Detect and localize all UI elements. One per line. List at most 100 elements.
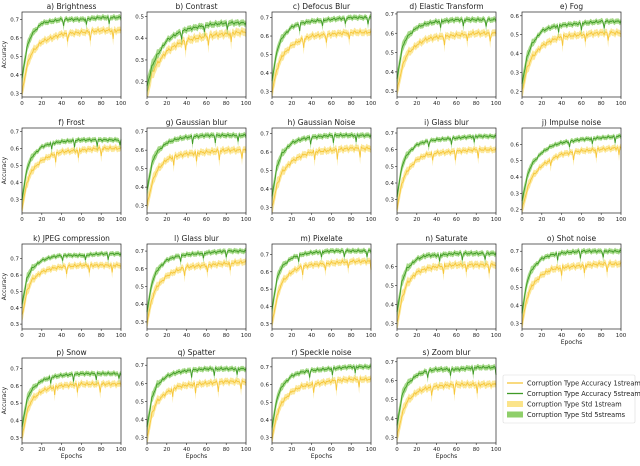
x-tick-label: 100 bbox=[116, 447, 127, 453]
y-tick-label: 0.3 bbox=[10, 322, 19, 328]
y-tick-label: 0.3 bbox=[260, 436, 269, 442]
y-tick-label: 0.3 bbox=[510, 191, 519, 197]
x-tick-label: 0 bbox=[520, 217, 524, 223]
series-1stream-std-band bbox=[522, 143, 621, 213]
series-1stream-std-band bbox=[397, 379, 496, 443]
x-tick-label: 0 bbox=[270, 447, 274, 453]
subplot-title: h) Gaussian Noise bbox=[288, 118, 356, 127]
x-tick-label: 20 bbox=[413, 333, 420, 339]
x-tick-label: 60 bbox=[453, 101, 460, 107]
x-tick-label: 60 bbox=[328, 217, 335, 223]
subplot-13: m) Pixelate 0.3 0.4 0.5 0.6 0.7 0 20 40 60 80 100 bbox=[260, 234, 376, 339]
y-tick-label: 0.7 bbox=[385, 12, 394, 18]
x-tick-label: 40 bbox=[58, 217, 65, 223]
series-5streams-accuracy-line bbox=[396, 365, 497, 426]
y-tick-label: 0.6 bbox=[260, 383, 269, 389]
x-tick-label: 40 bbox=[433, 447, 440, 453]
series-1stream-accuracy-line bbox=[396, 30, 497, 92]
subplot-3: c) Defocus Blur 0.3 0.4 0.5 0.6 0.7 0 20 40 60 80 1… bbox=[260, 2, 376, 107]
y-tick-label: 0.4 bbox=[10, 418, 19, 424]
x-tick-label: 80 bbox=[223, 333, 230, 339]
x-tick-label: 80 bbox=[98, 101, 105, 107]
x-tick-label: 100 bbox=[491, 217, 502, 223]
x-tick-label: 80 bbox=[223, 217, 230, 223]
series-5streams-accuracy-line bbox=[396, 251, 497, 313]
x-tick-label: 60 bbox=[578, 217, 585, 223]
y-tick-label: 0.4 bbox=[385, 70, 394, 76]
y-tick-label: 0.3 bbox=[10, 436, 19, 442]
x-axis-label: Epochs bbox=[561, 339, 583, 346]
x-tick-label: 20 bbox=[413, 217, 420, 223]
y-tick-label: 0.6 bbox=[135, 267, 144, 273]
y-tick-label: 0.4 bbox=[260, 71, 269, 77]
y-tick-label: 0.6 bbox=[385, 379, 394, 385]
series-5streams-std-band bbox=[522, 247, 621, 321]
y-tick-label: 0.3 bbox=[385, 321, 394, 327]
subplot-title: n) Saturate bbox=[425, 234, 468, 243]
y-tick-label: 0.7 bbox=[260, 132, 269, 138]
x-tick-label: 40 bbox=[183, 333, 190, 339]
x-tick-label: 60 bbox=[578, 101, 585, 107]
y-tick-label: 0.7 bbox=[260, 252, 269, 258]
y-tick-label: 0.7 bbox=[10, 129, 19, 135]
x-tick-label: 0 bbox=[20, 333, 24, 339]
x-tick-label: 80 bbox=[473, 333, 480, 339]
x-tick-label: 0 bbox=[395, 101, 399, 107]
y-tick-label: 0.3 bbox=[260, 205, 269, 211]
y-tick-label: 0.5 bbox=[385, 284, 394, 290]
y-tick-label: 0.5 bbox=[260, 169, 269, 175]
series-1stream-accuracy-line bbox=[146, 378, 247, 437]
x-tick-label: 20 bbox=[288, 217, 295, 223]
y-axis-label: Accuracy bbox=[1, 40, 8, 68]
x-tick-label: 100 bbox=[241, 447, 252, 453]
series-1stream-accuracy-line bbox=[21, 262, 122, 315]
x-tick-label: 80 bbox=[598, 217, 605, 223]
series-5streams-std-band bbox=[22, 250, 121, 311]
subplot-title: i) Glass blur bbox=[424, 118, 470, 127]
y-tick-label: 0.5 bbox=[260, 400, 269, 406]
x-tick-label: 0 bbox=[145, 333, 149, 339]
subplot-7: g) Gaussian blur 0.3 0.4 0.5 0.6 0.7 0 20 40 60 80… bbox=[135, 118, 251, 223]
x-tick-label: 20 bbox=[288, 333, 295, 339]
series-5streams-accuracy-line bbox=[146, 20, 247, 87]
series-1stream-accuracy-line bbox=[271, 145, 372, 207]
x-tick-label: 60 bbox=[203, 333, 210, 339]
y-tick-label: 0.4 bbox=[10, 306, 19, 312]
axes-frame bbox=[396, 243, 497, 330]
series-1stream-std-band bbox=[522, 27, 621, 97]
y-tick-label: 0.6 bbox=[260, 270, 269, 276]
x-tick-label: 40 bbox=[308, 447, 315, 453]
x-tick-label: 60 bbox=[203, 101, 210, 107]
y-tick-label: 0.5 bbox=[510, 33, 519, 39]
x-tick-label: 20 bbox=[538, 333, 545, 339]
x-tick-label: 40 bbox=[308, 101, 315, 107]
y-tick-label: 0.6 bbox=[135, 148, 144, 154]
series-1stream-accuracy-line bbox=[271, 29, 372, 94]
series-1stream-accuracy-line bbox=[271, 259, 372, 324]
x-tick-label: 80 bbox=[598, 333, 605, 339]
series-5streams-accuracy-line bbox=[271, 249, 372, 310]
series-1stream-std-band bbox=[522, 258, 621, 329]
x-tick-label: 20 bbox=[163, 447, 170, 453]
subplot-18: r) Speckle noise 0.3 0.4 0.5 0.6 0.7 0 20 40 60 80… bbox=[260, 348, 376, 460]
series-5streams-accuracy-line bbox=[146, 132, 247, 191]
axes-frame bbox=[396, 127, 497, 214]
axes-frame bbox=[396, 11, 497, 98]
y-tick-label: 0.3 bbox=[510, 322, 519, 328]
x-tick-label: 0 bbox=[270, 101, 274, 107]
series-5streams-std-band bbox=[397, 249, 496, 320]
subplot-title: p) Snow bbox=[56, 348, 86, 357]
x-tick-label: 20 bbox=[288, 447, 295, 453]
axes-frame bbox=[271, 357, 372, 444]
x-tick-label: 80 bbox=[348, 447, 355, 453]
x-tick-label: 80 bbox=[473, 101, 480, 107]
y-tick-label: 0.7 bbox=[260, 16, 269, 22]
y-tick-label: 0.5 bbox=[385, 164, 394, 170]
y-tick-label: 0.3 bbox=[135, 204, 144, 210]
x-tick-label: 20 bbox=[38, 101, 45, 107]
y-tick-label: 0.6 bbox=[10, 384, 19, 390]
x-axis-label: Epochs bbox=[311, 453, 333, 460]
y-tick-label: 0.3 bbox=[260, 89, 269, 95]
series-5streams-std-band bbox=[22, 370, 121, 434]
axes-frame bbox=[146, 357, 247, 444]
